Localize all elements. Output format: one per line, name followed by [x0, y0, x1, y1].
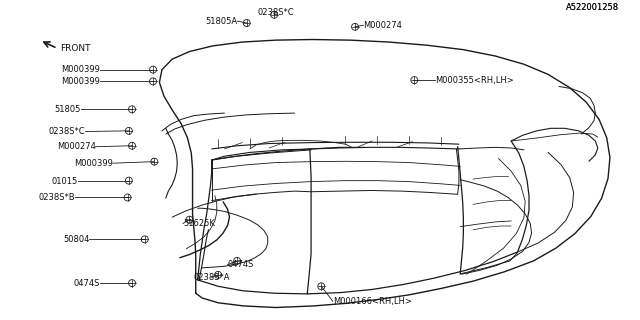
Text: 51805: 51805 — [54, 105, 81, 114]
Text: 0238S*C: 0238S*C — [49, 127, 86, 136]
Text: M000355<RH,LH>: M000355<RH,LH> — [435, 76, 513, 84]
Text: 0238S*C: 0238S*C — [257, 8, 294, 17]
Text: 01015: 01015 — [52, 177, 78, 186]
Text: M000399: M000399 — [61, 77, 100, 86]
Text: M000166<RH,LH>: M000166<RH,LH> — [333, 297, 412, 306]
Text: A522001258: A522001258 — [566, 3, 620, 12]
Text: M000274: M000274 — [364, 21, 402, 30]
Text: 51805A: 51805A — [205, 17, 237, 26]
Text: 0474S: 0474S — [228, 260, 254, 269]
Text: 51625K: 51625K — [183, 219, 215, 228]
Text: FRONT: FRONT — [60, 44, 90, 53]
Text: M000274: M000274 — [57, 142, 96, 151]
Text: A522001258: A522001258 — [566, 3, 620, 12]
Text: 50804: 50804 — [63, 235, 90, 244]
Text: 0474S: 0474S — [74, 279, 100, 288]
Text: 0238S*B: 0238S*B — [38, 193, 75, 202]
Text: M000399: M000399 — [61, 65, 100, 74]
Text: M000399: M000399 — [74, 159, 113, 168]
Text: 0238S*A: 0238S*A — [193, 273, 230, 282]
